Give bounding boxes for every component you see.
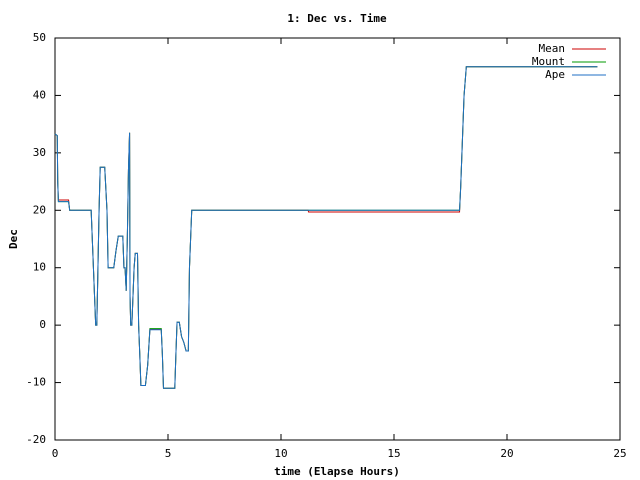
plot-border [54, 37, 621, 441]
x-tick-label: 15 [387, 447, 400, 460]
y-tick-label: -20 [26, 433, 46, 446]
legend-label: Mean [539, 42, 566, 55]
x-axis-label: time (Elapse Hours) [274, 465, 400, 478]
y-tick-label: 0 [39, 318, 46, 331]
y-tick-label: 30 [33, 146, 46, 159]
x-tick-label: 25 [613, 447, 626, 460]
y-axis-label: Dec [7, 229, 20, 249]
y-tick-label: 20 [33, 203, 46, 216]
x-tick-label: 5 [165, 447, 172, 460]
legend-label: Ape [545, 68, 565, 81]
legend-label: Mount [532, 55, 565, 68]
y-tick-label: 40 [33, 88, 46, 101]
y-tick-label: 10 [33, 261, 46, 274]
y-tick-label: -10 [26, 376, 46, 389]
data-line [54, 66, 598, 389]
x-tick-label: 0 [52, 447, 59, 460]
x-tick-label: 10 [274, 447, 287, 460]
y-tick-label: 50 [33, 31, 46, 44]
data-line [54, 66, 598, 389]
data-line [54, 66, 598, 389]
x-tick-label: 20 [500, 447, 513, 460]
chart-title: 1: Dec vs. Time [287, 12, 387, 25]
